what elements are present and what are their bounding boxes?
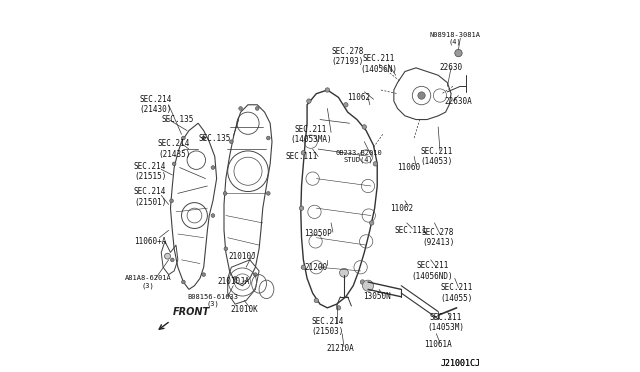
Circle shape: [369, 221, 374, 225]
Circle shape: [336, 306, 340, 310]
Circle shape: [307, 99, 311, 103]
Text: SEC.211
(14053M): SEC.211 (14053M): [427, 313, 464, 332]
Text: J21001CJ: J21001CJ: [440, 359, 480, 368]
Text: SEC.135: SEC.135: [198, 134, 231, 142]
Text: 11062: 11062: [348, 93, 371, 102]
Circle shape: [170, 199, 173, 203]
Circle shape: [266, 136, 270, 140]
Circle shape: [301, 151, 306, 155]
Text: 13050N: 13050N: [364, 292, 391, 301]
Circle shape: [362, 280, 374, 291]
Text: SEC.211
(14055): SEC.211 (14055): [440, 283, 473, 303]
Circle shape: [373, 161, 378, 166]
Text: SEC.278
(27193): SEC.278 (27193): [332, 47, 364, 67]
Circle shape: [224, 247, 228, 251]
Text: 0B233-B2010
STUD(4): 0B233-B2010 STUD(4): [335, 150, 382, 163]
Circle shape: [233, 276, 237, 280]
Circle shape: [223, 192, 227, 195]
Text: SEC.211
(14053): SEC.211 (14053): [420, 147, 452, 166]
Text: SEC.214
(21501): SEC.214 (21501): [134, 187, 166, 207]
Circle shape: [170, 258, 174, 262]
Text: 21210A: 21210A: [326, 344, 354, 353]
Circle shape: [340, 268, 348, 277]
Circle shape: [360, 280, 365, 284]
Circle shape: [266, 192, 270, 195]
Circle shape: [300, 206, 304, 211]
Circle shape: [253, 273, 257, 276]
Text: A81A8-6201A
(3): A81A8-6201A (3): [125, 275, 172, 289]
Circle shape: [182, 280, 185, 284]
Text: 22630: 22630: [440, 63, 463, 72]
Text: 13050P: 13050P: [304, 230, 332, 238]
Text: J21001CJ: J21001CJ: [440, 359, 480, 368]
Text: 21010K: 21010K: [230, 305, 258, 314]
Circle shape: [230, 140, 233, 144]
Text: SEC.214
(21503): SEC.214 (21503): [311, 317, 344, 336]
Circle shape: [202, 273, 205, 276]
Circle shape: [344, 103, 348, 107]
Text: SEC.211
(14053MA): SEC.211 (14053MA): [290, 125, 332, 144]
Circle shape: [211, 214, 215, 217]
Circle shape: [362, 125, 367, 129]
Text: SEC.278
(92413): SEC.278 (92413): [422, 228, 454, 247]
Circle shape: [182, 136, 185, 140]
Text: 11060+A: 11060+A: [134, 237, 166, 246]
Circle shape: [211, 166, 215, 169]
Circle shape: [418, 92, 425, 99]
Text: 11060: 11060: [397, 163, 420, 172]
Text: SEC.135: SEC.135: [162, 115, 194, 124]
Text: SEC.214
(21430): SEC.214 (21430): [140, 95, 172, 115]
Circle shape: [255, 107, 259, 110]
Text: 11062: 11062: [390, 203, 413, 213]
Text: FRONT: FRONT: [172, 307, 209, 317]
Circle shape: [172, 162, 176, 166]
Text: 11061A: 11061A: [424, 340, 452, 349]
Circle shape: [325, 88, 330, 92]
Circle shape: [314, 298, 319, 303]
Text: 21200: 21200: [305, 263, 328, 272]
Text: 21010JA: 21010JA: [217, 278, 250, 286]
Text: 21010J: 21010J: [228, 251, 257, 261]
Text: SEC.211
(14056ND): SEC.211 (14056ND): [412, 261, 453, 280]
Text: SEC.111: SEC.111: [394, 226, 427, 235]
Text: 22630A: 22630A: [445, 97, 472, 106]
Circle shape: [455, 49, 462, 57]
Circle shape: [239, 107, 243, 110]
Circle shape: [301, 265, 306, 269]
Text: SEC.214
(21435): SEC.214 (21435): [158, 140, 190, 159]
Text: SEC.214
(21515): SEC.214 (21515): [134, 161, 166, 181]
Text: N08918-3081A
(4): N08918-3081A (4): [429, 32, 480, 45]
Text: SEC.111: SEC.111: [285, 152, 317, 161]
Text: SEC.211
(14056N): SEC.211 (14056N): [360, 54, 397, 74]
Text: B08156-61633
(3): B08156-61633 (3): [188, 294, 239, 307]
Circle shape: [202, 136, 205, 140]
Circle shape: [164, 253, 170, 259]
